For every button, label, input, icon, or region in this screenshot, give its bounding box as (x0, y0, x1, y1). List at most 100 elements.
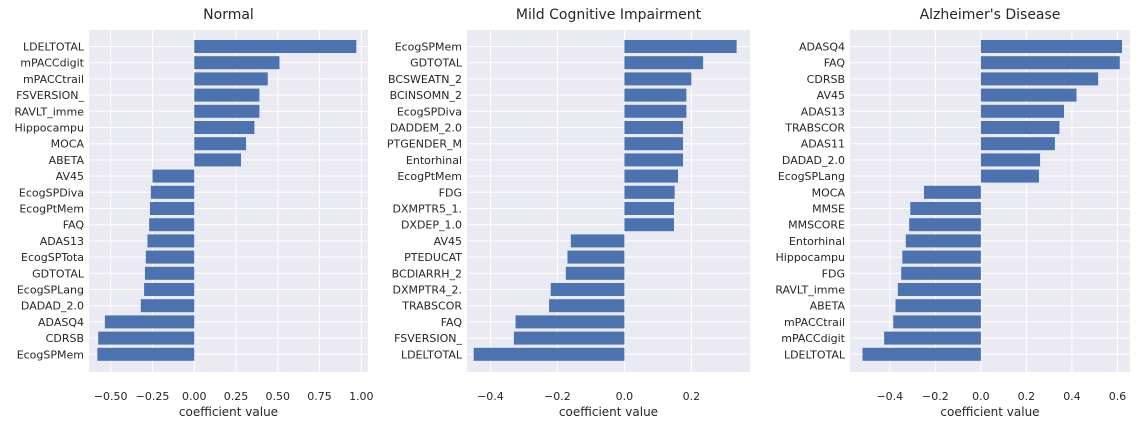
x-axis-label: coefficient value (940, 405, 1039, 419)
bar-dxdep-1-0 (624, 218, 674, 232)
bar-entorhinal (905, 234, 981, 248)
y-tick-label: DXMPTR4_2. (393, 284, 463, 297)
bar-faq (980, 56, 1120, 70)
bar-entorhinal (624, 153, 684, 167)
bar-mmse (910, 202, 981, 215)
y-tick-label: ADAS11 (801, 138, 845, 151)
bar-fsversion- (513, 331, 625, 345)
y-tick-label: EcogPtMem (19, 203, 84, 216)
bar-mpacctrail (194, 72, 268, 86)
y-tick-label: MOCA (51, 138, 85, 151)
x-tick-label: 0.50 (266, 390, 291, 403)
bar-ldeltotal (473, 347, 625, 361)
x-tick-label: 0.6 (1109, 390, 1127, 403)
y-tick-label: LDELTOTAL (784, 348, 846, 361)
bar-ecogsplang (980, 169, 1039, 183)
x-tick-label: −0.50 (94, 390, 128, 403)
plot-area (89, 30, 368, 372)
y-tick-label: GDTOTAL (32, 267, 85, 280)
y-tick-label: FDG (439, 186, 462, 199)
x-tick-label: −0.2 (544, 390, 571, 403)
bar-faq (515, 315, 625, 329)
bar-moca (194, 137, 247, 151)
x-tick-label: −0.2 (922, 390, 949, 403)
y-tick-label: MOCA (812, 186, 846, 199)
bar-ldeltotal (862, 347, 981, 361)
y-tick-label: MMSCORE (788, 219, 845, 232)
bar-av45 (570, 234, 625, 248)
bar-adas11 (980, 137, 1055, 151)
x-axis-label: coefficient value (179, 405, 278, 419)
bar-dxmptr5-1- (624, 202, 674, 215)
y-tick-label: Hippocampu (15, 122, 84, 135)
y-tick-label: AV45 (817, 89, 845, 102)
bar-adas13 (147, 234, 195, 248)
y-tick-label: mPACCdigit (781, 332, 845, 345)
chart-panel-2: EcogSPMem GDTOTAL BCSWEATN_2 BCINSOMN_2 Ecog… (387, 7, 750, 419)
bar-av45 (152, 169, 195, 183)
bar-dadad-2-0 (980, 153, 1041, 167)
x-tick-label: −0.4 (477, 390, 504, 403)
y-tick-label: LDELTOTAL (23, 41, 85, 54)
y-tick-label: mPACCdigit (20, 57, 84, 70)
bar-adasq4 (980, 40, 1123, 53)
chart-title: Mild Cognitive Impairment (516, 7, 702, 23)
bar-daddem-2-0 (624, 121, 684, 134)
y-tick-label: DADDEM_2.0 (390, 122, 462, 135)
y-tick-label: FSVERSION_ (16, 89, 84, 102)
bar-gdtotal (624, 56, 704, 70)
y-tick-label: DXMPTR5_1. (393, 203, 463, 216)
bar-ecogptmem (624, 169, 678, 183)
y-tick-label: EcogSPDiva (397, 105, 462, 118)
y-tick-label: Entorhinal (789, 235, 845, 248)
y-tick-label: AV45 (434, 235, 462, 248)
bar-ecogspdiva (624, 104, 687, 118)
x-tick-label: −0.4 (876, 390, 903, 403)
y-tick-label: EcogSPLang (778, 170, 845, 183)
y-tick-label: FAQ (63, 219, 85, 232)
bar-ravlt-imme (194, 104, 260, 118)
y-tick-label: GDTOTAL (410, 57, 463, 70)
y-tick-label: ADASQ4 (38, 316, 84, 329)
bar-fdg (901, 266, 981, 280)
bar-adasq4 (104, 315, 195, 329)
y-tick-label: BCINSOMN_2 (390, 89, 462, 102)
bar-ldeltotal (194, 40, 357, 53)
y-tick-label: PTGENDER_M (387, 138, 462, 151)
bar-bcdiarrh-2 (565, 266, 625, 280)
y-tick-label: TRABSCOR (784, 122, 845, 135)
y-tick-label: ADAS13 (801, 105, 845, 118)
y-tick-label: FDG (822, 267, 845, 280)
bar-gdtotal (144, 266, 195, 280)
bar-ravlt-imme (897, 283, 981, 296)
plot-area (467, 30, 750, 372)
x-tick-label: 1.00 (349, 390, 374, 403)
y-tick-label: DADAD_2.0 (21, 300, 84, 313)
x-tick-label: 0.2 (683, 390, 701, 403)
bar-fsversion- (194, 88, 260, 102)
bar-adas13 (980, 104, 1064, 118)
bar-ecogspdiva (150, 185, 195, 199)
y-tick-label: MMSE (812, 203, 845, 216)
bar-cdrsb (980, 72, 1099, 86)
bar-mpacctrail (893, 315, 981, 329)
bar-ecogsptota (145, 250, 195, 264)
x-tick-label: 0.75 (307, 390, 332, 403)
y-tick-label: AV45 (56, 170, 84, 183)
bar-trabscor (980, 121, 1060, 134)
y-tick-label: LDELTOTAL (401, 348, 463, 361)
bar-hippocampu (194, 121, 255, 134)
x-tick-label: 0.2 (1018, 390, 1036, 403)
bar-ecogsplang (144, 283, 195, 296)
bar-abeta (194, 153, 242, 167)
y-tick-label: PTEDUCAT (404, 251, 462, 264)
bar-dadad-2-0 (140, 299, 195, 313)
bar-fdg (624, 185, 675, 199)
y-tick-label: EcogSPMem (17, 348, 84, 361)
bar-trabscor (549, 299, 625, 313)
bar-abeta (895, 299, 981, 313)
y-tick-label: BCSWEATN_2 (388, 73, 462, 86)
bar-mmscore (909, 218, 981, 232)
bar-mpaccdigit (194, 56, 280, 70)
